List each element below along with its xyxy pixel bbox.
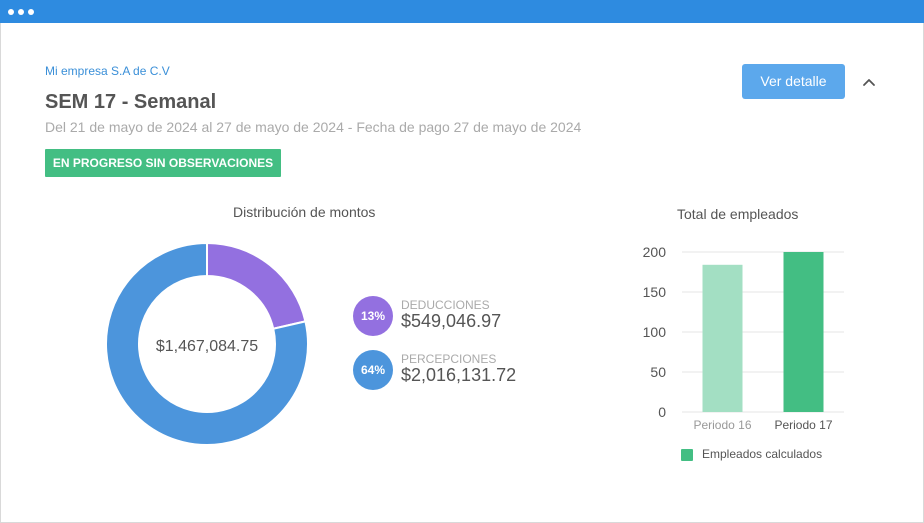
company-name: Mi empresa S.A de C.V [45, 64, 170, 78]
bar-periodo-17 [783, 252, 824, 412]
percent-badge: 64% [353, 350, 393, 390]
y-tick-label: 200 [643, 244, 667, 260]
window-dot-icon [8, 9, 14, 15]
y-tick-label: 0 [658, 404, 666, 420]
status-badge: EN PROGRESO SIN OBSERVACIONES [45, 149, 281, 177]
chevron-up-icon[interactable] [858, 71, 880, 93]
bar-chart-title: Total de empleados [677, 206, 799, 222]
legend-amount: $549,046.97 [401, 311, 502, 331]
y-tick-label: 100 [643, 324, 667, 340]
legend-label: DEDUCCIONES [401, 298, 490, 312]
window-titlebar [0, 0, 924, 23]
legend-label: PERCEPCIONES [401, 352, 497, 366]
donut-chart-title: Distribución de montos [233, 204, 376, 220]
view-detail-button[interactable]: Ver detalle [742, 64, 845, 99]
x-tick-label: Periodo 17 [774, 418, 832, 432]
legend-swatch [681, 449, 693, 461]
window-dot-icon [28, 9, 34, 15]
legend-label: Empleados calculados [702, 447, 823, 461]
donut-center-total: $1,467,084.75 [155, 338, 259, 355]
donut-slice-percepciones [106, 243, 308, 445]
bar-periodo-16 [702, 264, 743, 412]
y-tick-label: 150 [643, 284, 667, 300]
donut-chart [106, 243, 308, 445]
period-range: Del 21 de mayo de 2024 al 27 de mayo de … [45, 119, 582, 135]
percent-badge: 13% [353, 296, 393, 336]
x-tick-label: Periodo 16 [693, 418, 751, 432]
bar-chart: 0 50 100 150 200 Periodo 16 Periodo 17 [643, 244, 844, 432]
y-tick-label: 50 [650, 364, 666, 380]
page-title: SEM 17 - Semanal [45, 91, 217, 113]
window-dot-icon [18, 9, 24, 15]
legend-amount: $2,016,131.72 [401, 365, 517, 385]
donut-slice-deducciones [206, 243, 307, 330]
